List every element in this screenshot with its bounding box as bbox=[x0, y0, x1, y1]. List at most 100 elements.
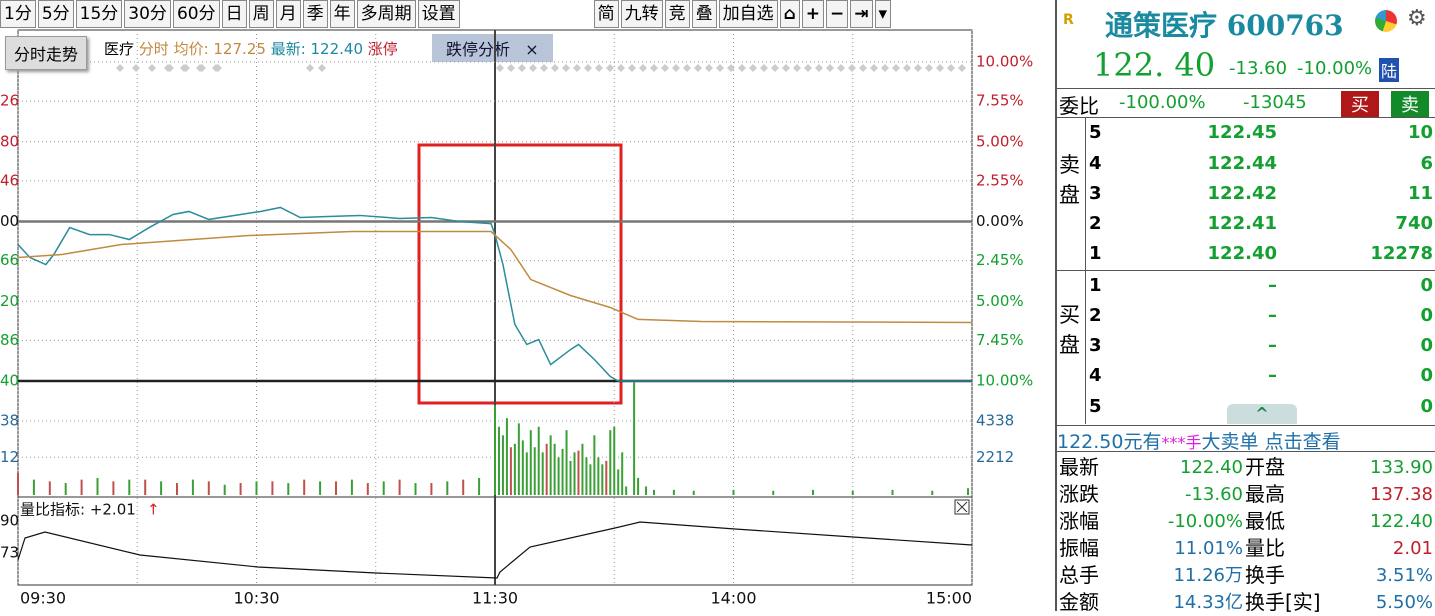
buy-row: 3 – 0 bbox=[1057, 331, 1435, 361]
left-label: 26 bbox=[0, 92, 19, 110]
toolbar-button[interactable]: 月 bbox=[275, 0, 301, 28]
stat-label: 最低 bbox=[1245, 509, 1285, 533]
bid-volume: 0 bbox=[1420, 335, 1433, 356]
toolbar-icon[interactable]: ⇥ bbox=[850, 0, 873, 28]
bid-volume: 12278 bbox=[1370, 243, 1433, 264]
toolbar-button[interactable]: 5分 bbox=[37, 0, 74, 28]
volume-bar bbox=[545, 443, 548, 495]
close-x bbox=[956, 501, 968, 513]
marker bbox=[166, 64, 174, 72]
marker bbox=[650, 64, 658, 72]
quote-panel: R 通策医疗 600763 ⚙ 122. 40 -13.60 -10.00% 陆… bbox=[1055, 0, 1435, 614]
marker bbox=[540, 64, 548, 72]
toolbar-button[interactable]: 日 bbox=[221, 0, 247, 28]
bid-volume: 11 bbox=[1407, 183, 1433, 204]
info-line: 医疗 分时 均价: 127.25 最新: 122.40 涨停 bbox=[104, 38, 398, 59]
volume-bar bbox=[319, 481, 322, 495]
toolbar-button[interactable]: 年 bbox=[329, 0, 355, 28]
volume-bar bbox=[593, 435, 596, 495]
volume-bar bbox=[382, 481, 385, 495]
expand-btn[interactable]: ^ bbox=[1227, 404, 1297, 424]
toolbar-button[interactable]: 简 bbox=[593, 0, 619, 28]
volume-bar bbox=[653, 489, 655, 495]
toolbar-icon[interactable]: − bbox=[826, 0, 849, 28]
volume-bar bbox=[505, 418, 508, 495]
volume-bar bbox=[414, 483, 417, 495]
left-label: 86 bbox=[0, 331, 19, 349]
toolbar-button[interactable]: 加自选 bbox=[718, 0, 778, 28]
ratio-row: 委比 -100.00% -13045 买 卖 bbox=[1057, 88, 1435, 118]
toolbar-icon[interactable]: ▾ bbox=[874, 0, 892, 28]
level: 5 bbox=[1089, 396, 1102, 417]
alert-row[interactable]: 122.50元有***手大卖单 点击查看 bbox=[1057, 427, 1435, 453]
title: 通策医疗 600763 bbox=[1105, 9, 1344, 42]
avg: 均价: 127.25 bbox=[173, 40, 266, 58]
stat-label: 最新 bbox=[1059, 455, 1099, 479]
toolbar-button[interactable]: 多周期 bbox=[356, 0, 416, 28]
volume-bar bbox=[96, 477, 99, 495]
volume-bar bbox=[271, 481, 274, 495]
volume-bar bbox=[605, 460, 608, 495]
tab-close[interactable]: × bbox=[525, 40, 539, 59]
stat-value: 122.40 bbox=[1370, 511, 1433, 532]
toolbar-icon[interactable]: ⌂ bbox=[779, 0, 800, 28]
bid-volume: 10 bbox=[1407, 122, 1433, 143]
volume-bar bbox=[672, 489, 675, 495]
volume-bar bbox=[851, 490, 854, 495]
settings-icon[interactable]: ⚙ bbox=[1407, 6, 1427, 31]
volume-bar bbox=[601, 464, 604, 495]
toolbar-button[interactable]: 15分 bbox=[75, 0, 123, 28]
stat-value: 2.01 bbox=[1392, 538, 1433, 559]
toolbar-button[interactable]: 设置 bbox=[417, 0, 460, 28]
marker bbox=[881, 64, 889, 72]
volume-bar bbox=[144, 479, 147, 495]
sell-row: 1 122.40 12278 bbox=[1057, 239, 1435, 269]
toolbar-button[interactable]: 九转 bbox=[620, 0, 663, 28]
toolbar-button[interactable]: 季 bbox=[302, 0, 328, 28]
alert-link[interactable]: 点击查看 bbox=[1264, 431, 1341, 453]
ratio-label: 委比 bbox=[1059, 94, 1099, 118]
toolbar-button[interactable]: 竞 bbox=[664, 0, 690, 28]
pie-icon[interactable] bbox=[1375, 10, 1397, 32]
marker bbox=[914, 64, 922, 72]
marker bbox=[727, 64, 735, 72]
stat-label: 开盘 bbox=[1245, 455, 1285, 479]
toolbar-button[interactable]: 30分 bbox=[124, 0, 171, 28]
stats-row: 总手 11.26万 换手 3.51% bbox=[1057, 562, 1435, 589]
marker bbox=[705, 64, 713, 72]
volume-bar bbox=[48, 481, 51, 495]
x-tick-label: 09:30 bbox=[20, 589, 66, 608]
volume-bar bbox=[80, 479, 83, 495]
ratio-diff: -13045 bbox=[1243, 92, 1307, 113]
badge: R bbox=[1063, 12, 1074, 28]
volume-bar bbox=[621, 452, 624, 495]
volume-bar bbox=[494, 405, 496, 495]
sell-btn[interactable]: 卖 bbox=[1391, 91, 1429, 117]
volume-bar bbox=[430, 483, 433, 495]
x-tick-label: 15:00 bbox=[926, 589, 972, 608]
left-label: 20 bbox=[0, 292, 19, 310]
marker bbox=[551, 64, 559, 72]
marker bbox=[793, 64, 801, 72]
toolbar-icon[interactable]: + bbox=[801, 0, 824, 28]
highlight-box bbox=[417, 143, 623, 405]
left-label: 00 bbox=[0, 212, 19, 230]
volume-bar bbox=[569, 460, 572, 495]
volume-bar bbox=[223, 484, 226, 495]
bid-volume: 0 bbox=[1420, 396, 1433, 417]
toolbar-button[interactable]: 叠 bbox=[691, 0, 717, 28]
stat-label: 涨跌 bbox=[1059, 482, 1099, 506]
volume-bar bbox=[561, 448, 564, 495]
stat-label: 最高 bbox=[1245, 482, 1285, 506]
stats-row: 振幅 11.01% 量比 2.01 bbox=[1057, 535, 1435, 562]
bid-volume: 740 bbox=[1395, 213, 1433, 234]
stat-value: 14.33亿 bbox=[1173, 592, 1243, 613]
volume-bar bbox=[287, 483, 290, 495]
toolbar-button[interactable]: 60分 bbox=[172, 0, 220, 28]
marker bbox=[617, 64, 625, 72]
toolbar-button[interactable]: 周 bbox=[248, 0, 274, 28]
y-tick-label: 7.45% bbox=[976, 331, 1024, 349]
buy-btn[interactable]: 买 bbox=[1341, 91, 1379, 117]
toolbar-button[interactable]: 1分 bbox=[0, 0, 36, 28]
